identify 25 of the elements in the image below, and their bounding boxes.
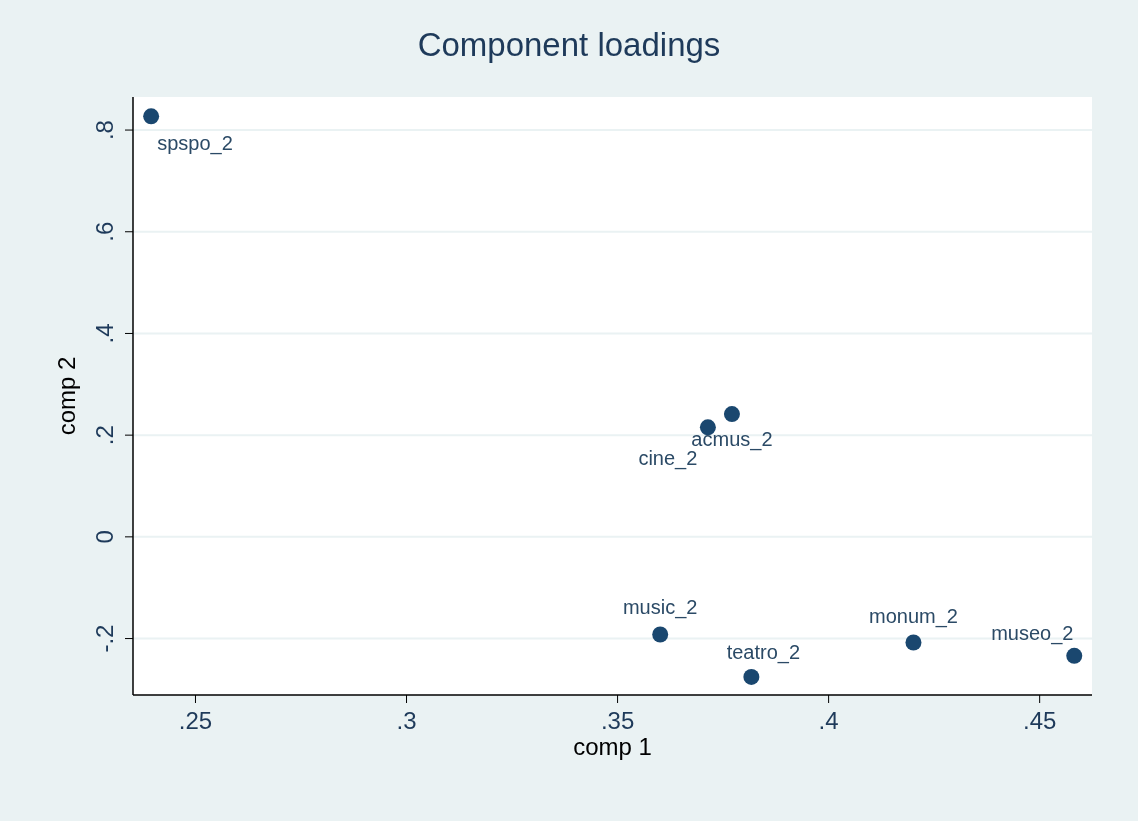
y-tick-label: .4 xyxy=(91,323,118,344)
y-tick-label: 0 xyxy=(91,530,118,544)
annotation: museo_2 xyxy=(991,621,1074,645)
y-tick-label: .6 xyxy=(91,221,118,242)
annotation: spspo_2 xyxy=(157,132,233,156)
y-tick-label: -.2 xyxy=(91,624,118,653)
point xyxy=(1066,647,1083,664)
x-tick-label: .45 xyxy=(1022,707,1057,734)
annotation: music_2 xyxy=(622,596,698,620)
y-tick-label: .8 xyxy=(91,120,118,141)
point xyxy=(905,634,922,651)
point xyxy=(143,108,160,125)
y-tick-label: .2 xyxy=(91,425,118,446)
x-tick-label: .3 xyxy=(396,707,417,734)
y-axis-title: comp 2 xyxy=(53,356,80,436)
chart-title: Component loadings xyxy=(417,26,721,63)
x-tick-label: .4 xyxy=(818,707,839,734)
x-tick-label: .35 xyxy=(600,707,635,734)
x-tick-label: .25 xyxy=(178,707,213,734)
x-axis-title: comp 1 xyxy=(573,733,652,760)
point xyxy=(652,626,669,643)
annotation: monum_2 xyxy=(868,604,958,628)
point xyxy=(723,406,740,423)
annotation: teatro_2 xyxy=(726,640,801,664)
point xyxy=(743,668,760,685)
